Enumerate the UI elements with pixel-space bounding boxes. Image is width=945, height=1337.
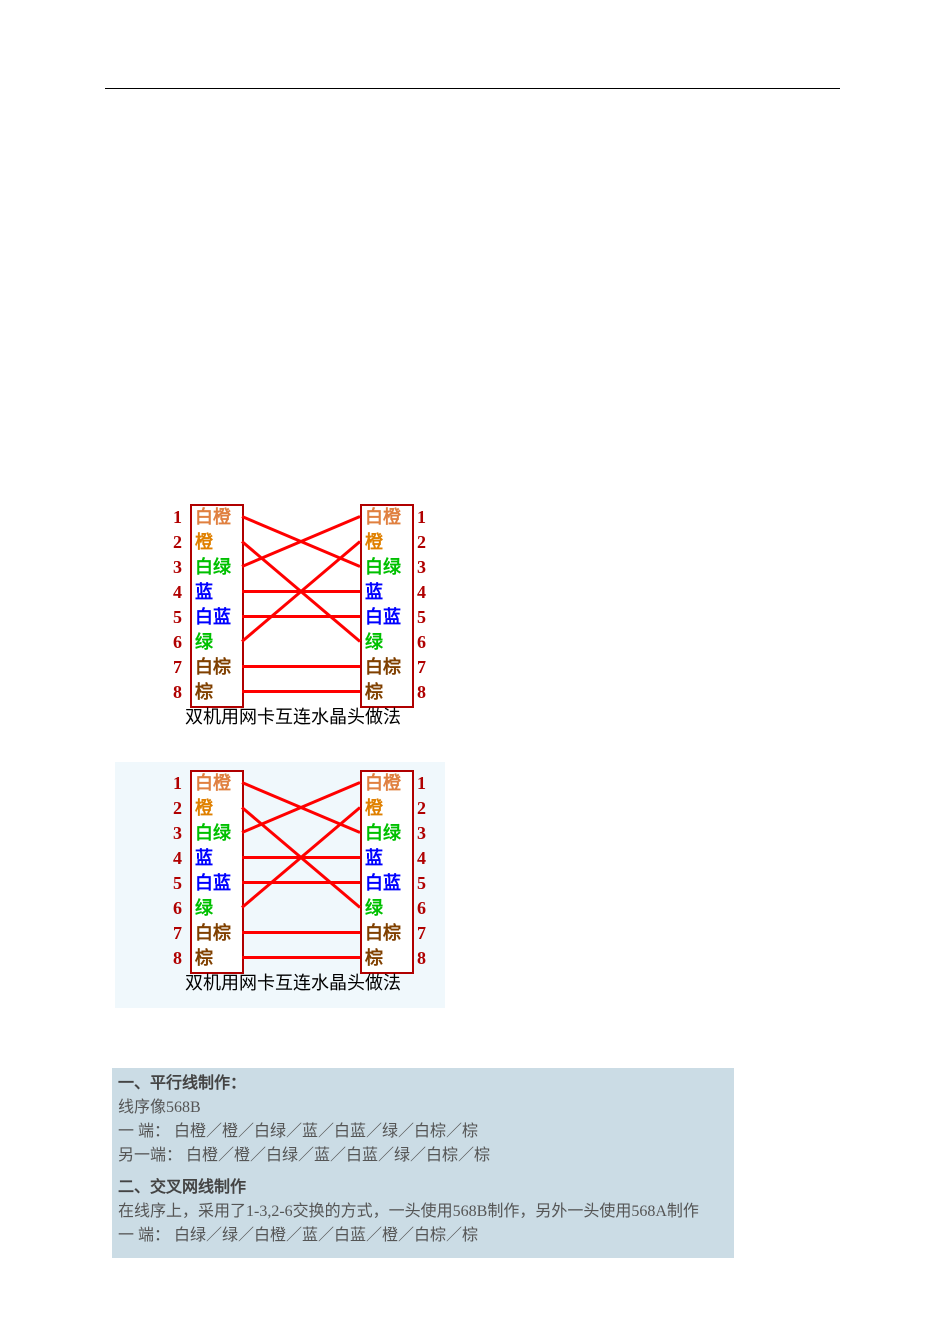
pin-label-left: 白绿 xyxy=(195,558,231,576)
pin-number-left: 6 xyxy=(173,899,182,917)
pin-number-left: 6 xyxy=(173,633,182,651)
pin-label-left: 白橙 xyxy=(195,508,231,526)
pin-label-right: 橙 xyxy=(365,533,383,551)
diagram-caption: 双机用网卡互连水晶头做法 xyxy=(185,974,401,992)
pin-label-right: 白棕 xyxy=(365,924,401,942)
notes-line: 线序像568B xyxy=(118,1096,728,1120)
pin-label-right: 绿 xyxy=(365,899,383,917)
pin-number-left: 4 xyxy=(173,849,182,867)
pin-label-left: 蓝 xyxy=(195,583,213,601)
wire xyxy=(242,783,360,833)
pin-label-right: 白橙 xyxy=(365,508,401,526)
pin-label-right: 白绿 xyxy=(365,824,401,842)
pin-number-right: 2 xyxy=(417,799,426,817)
pin-number-left: 2 xyxy=(173,533,182,551)
pin-label-right: 棕 xyxy=(365,683,383,701)
pin-number-right: 3 xyxy=(417,558,426,576)
pin-number-left: 8 xyxy=(173,949,182,967)
pin-label-left: 棕 xyxy=(195,683,213,701)
pin-label-right: 棕 xyxy=(365,949,383,967)
pin-number-left: 7 xyxy=(173,658,182,676)
wire xyxy=(242,808,360,908)
pin-number-right: 1 xyxy=(417,774,426,792)
wire xyxy=(242,517,360,567)
pin-label-right: 绿 xyxy=(365,633,383,651)
horizontal-rule xyxy=(105,88,840,89)
pin-number-right: 7 xyxy=(417,658,426,676)
pin-number-left: 7 xyxy=(173,924,182,942)
notes-block: 一、平行线制作： 线序像568B 一 端： 白橙／橙／白绿／蓝／白蓝／绿／白棕／… xyxy=(112,1068,734,1258)
pin-number-right: 6 xyxy=(417,899,426,917)
crossover-diagram: 11白橙白橙22橙橙33白绿白绿44蓝蓝55白蓝白蓝66绿绿77白棕白棕88棕棕… xyxy=(115,496,445,742)
pin-label-right: 白蓝 xyxy=(365,874,401,892)
pin-label-right: 白棕 xyxy=(365,658,401,676)
notes-line: 在线序上，采用了1-3,2-6交换的方式，一头使用568B制作，另外一头使用56… xyxy=(118,1200,728,1224)
notes-heading-2: 二、交叉网线制作 xyxy=(118,1176,728,1200)
pin-label-left: 白橙 xyxy=(195,774,231,792)
spacer xyxy=(118,1168,728,1176)
pin-label-left: 白棕 xyxy=(195,924,231,942)
pin-label-right: 蓝 xyxy=(365,583,383,601)
crossover-diagram: 11白橙白橙22橙橙33白绿白绿44蓝蓝55白蓝白蓝66绿绿77白棕白棕88棕棕… xyxy=(115,762,445,1008)
pin-label-left: 绿 xyxy=(195,633,213,651)
pin-label-left: 白绿 xyxy=(195,824,231,842)
notes-heading-1: 一、平行线制作： xyxy=(118,1072,728,1096)
wire xyxy=(242,517,360,567)
pin-number-left: 5 xyxy=(173,608,182,626)
pin-label-left: 橙 xyxy=(195,533,213,551)
pin-label-left: 棕 xyxy=(195,949,213,967)
pin-number-right: 5 xyxy=(417,608,426,626)
pin-label-left: 蓝 xyxy=(195,849,213,867)
pin-number-left: 3 xyxy=(173,558,182,576)
pin-number-right: 4 xyxy=(417,849,426,867)
pin-number-right: 1 xyxy=(417,508,426,526)
pin-number-left: 4 xyxy=(173,583,182,601)
notes-line: 一 端： 白绿／绿／白橙／蓝／白蓝／橙／白棕／棕 xyxy=(118,1224,728,1248)
pin-label-right: 白蓝 xyxy=(365,608,401,626)
pin-number-right: 8 xyxy=(417,949,426,967)
pin-label-left: 橙 xyxy=(195,799,213,817)
pin-number-right: 3 xyxy=(417,824,426,842)
pin-label-right: 白绿 xyxy=(365,558,401,576)
pin-number-left: 2 xyxy=(173,799,182,817)
pin-label-right: 蓝 xyxy=(365,849,383,867)
pin-number-left: 5 xyxy=(173,874,182,892)
wire xyxy=(242,808,360,908)
wire xyxy=(242,542,360,642)
wire xyxy=(242,542,360,642)
pin-number-right: 8 xyxy=(417,683,426,701)
diagram-caption: 双机用网卡互连水晶头做法 xyxy=(185,708,401,726)
pin-label-left: 白蓝 xyxy=(195,874,231,892)
wire xyxy=(242,783,360,833)
pin-label-right: 白橙 xyxy=(365,774,401,792)
pin-number-right: 2 xyxy=(417,533,426,551)
pin-label-left: 绿 xyxy=(195,899,213,917)
pin-number-left: 1 xyxy=(173,774,182,792)
pin-number-left: 8 xyxy=(173,683,182,701)
pin-number-right: 5 xyxy=(417,874,426,892)
pin-number-right: 6 xyxy=(417,633,426,651)
pin-number-right: 7 xyxy=(417,924,426,942)
notes-line: 一 端： 白橙／橙／白绿／蓝／白蓝／绿／白棕／棕 xyxy=(118,1120,728,1144)
pin-label-left: 白棕 xyxy=(195,658,231,676)
pin-number-left: 3 xyxy=(173,824,182,842)
pin-label-left: 白蓝 xyxy=(195,608,231,626)
pin-number-right: 4 xyxy=(417,583,426,601)
pin-label-right: 橙 xyxy=(365,799,383,817)
pin-number-left: 1 xyxy=(173,508,182,526)
notes-line: 另一端： 白橙／橙／白绿／蓝／白蓝／绿／白棕／棕 xyxy=(118,1144,728,1168)
page: 11白橙白橙22橙橙33白绿白绿44蓝蓝55白蓝白蓝66绿绿77白棕白棕88棕棕… xyxy=(0,0,945,1337)
